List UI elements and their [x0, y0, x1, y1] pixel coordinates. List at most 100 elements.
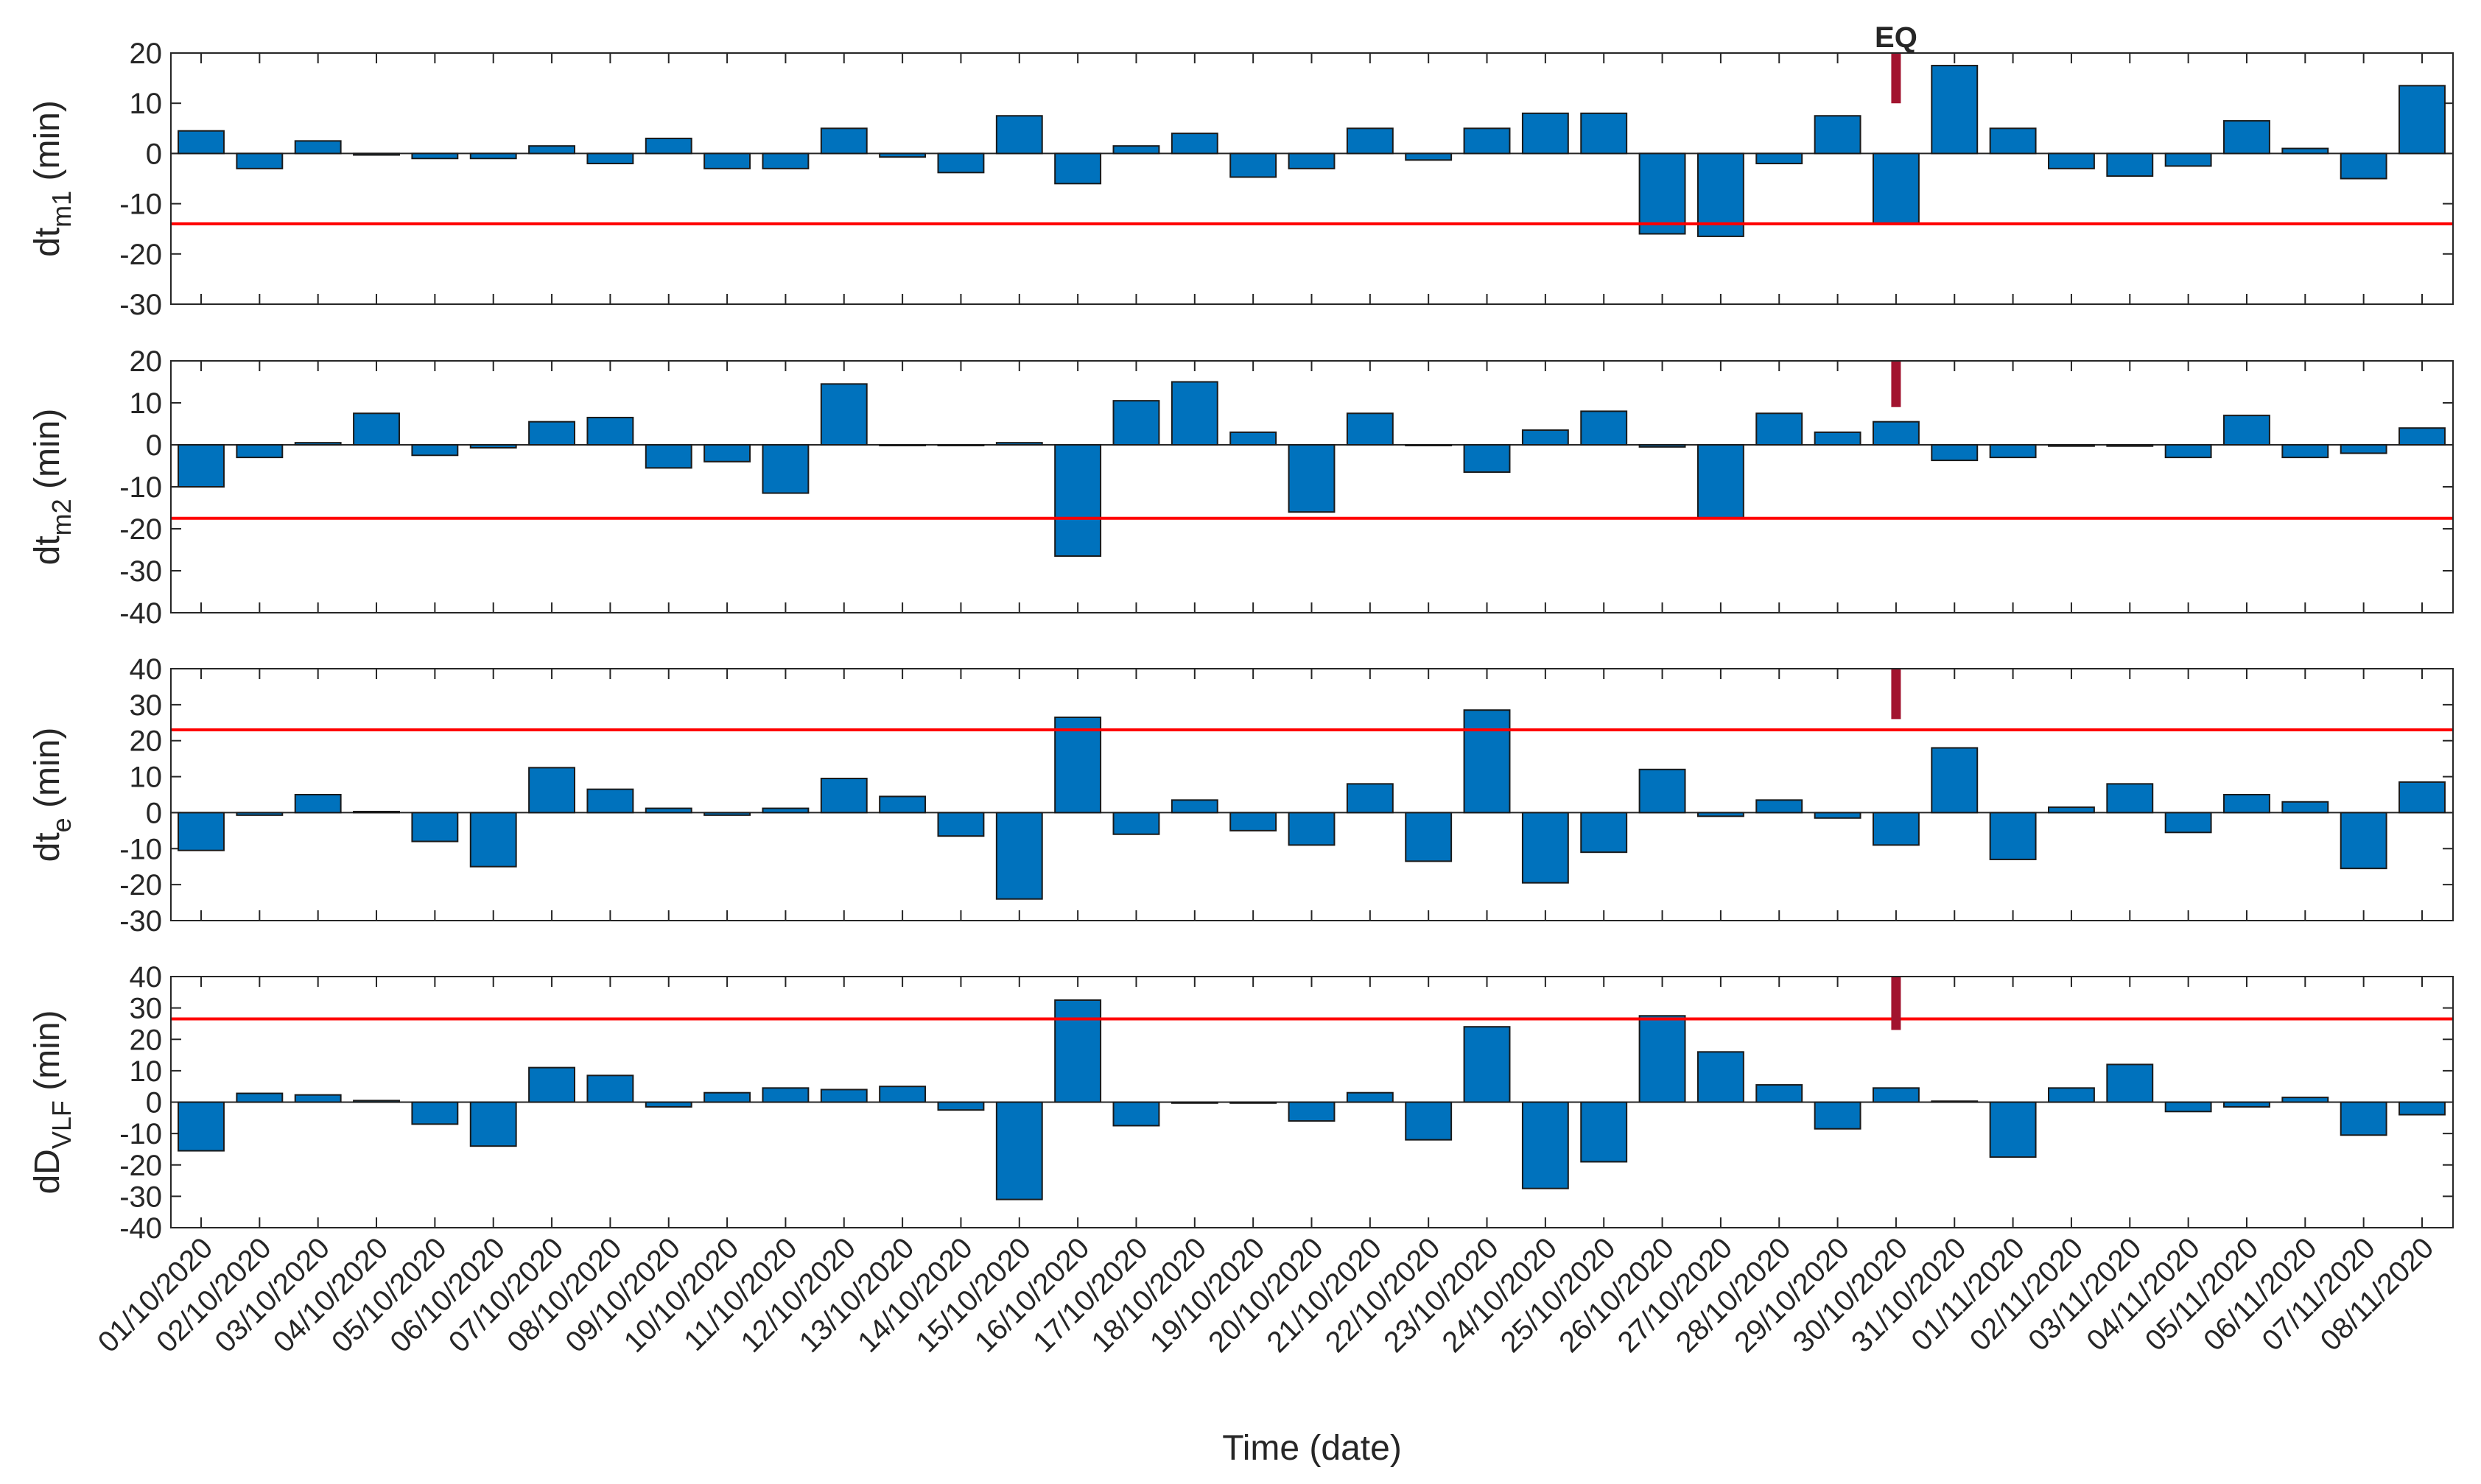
bar-1-39 [2398, 85, 2446, 155]
bar-2-31 [1931, 444, 1979, 462]
axes-box [170, 668, 2454, 921]
y-tick-label: 10 [130, 88, 163, 120]
bar-1-24 [1521, 112, 1569, 155]
bar-2-28 [1755, 412, 1803, 446]
axes-box [170, 52, 2454, 305]
bar-2-18 [1171, 381, 1218, 446]
bar-3-32 [1989, 812, 2037, 860]
bar-4-3 [294, 1094, 342, 1103]
y-tick-label: -20 [119, 239, 162, 271]
bar-3-26 [1638, 768, 1686, 814]
bar-1-17 [1112, 145, 1160, 155]
bar-3-24 [1521, 812, 1569, 884]
bar-1-7 [528, 145, 575, 155]
bar-4-13 [879, 1086, 927, 1103]
bar-1-30 [1872, 152, 1920, 225]
bar-1-22 [1405, 152, 1453, 161]
bar-3-12 [820, 778, 868, 814]
bar-3-39 [2398, 781, 2446, 814]
bar-3-37 [2281, 801, 2329, 814]
bar-2-1 [178, 444, 225, 488]
y-tick-label: -20 [119, 869, 162, 901]
bar-4-38 [2340, 1101, 2387, 1136]
bar-4-34 [2106, 1063, 2154, 1103]
bar-2-33 [2048, 444, 2095, 447]
bar-1-6 [469, 152, 517, 160]
bar-1-31 [1931, 65, 1979, 155]
bar-2-26 [1638, 444, 1686, 448]
bar-1-34 [2106, 152, 2154, 177]
bar-3-38 [2340, 812, 2387, 870]
bar-3-9 [645, 807, 692, 814]
bar-1-33 [2048, 152, 2095, 169]
bar-2-38 [2340, 444, 2387, 454]
bar-1-29 [1814, 115, 1861, 155]
bar-4-6 [469, 1101, 517, 1147]
bar-2-2 [236, 444, 284, 459]
bar-2-22 [1405, 444, 1453, 446]
y-tick-label: 30 [130, 993, 163, 1025]
bar-4-9 [645, 1101, 692, 1108]
bar-4-29 [1814, 1101, 1861, 1130]
bar-2-3 [294, 442, 342, 446]
y-tick-label: 0 [146, 429, 162, 462]
y-tick-label: -30 [119, 905, 162, 938]
y-tick-label: 0 [146, 797, 162, 829]
bar-2-14 [937, 444, 985, 446]
y-tick-label: 20 [130, 38, 163, 70]
bar-1-9 [645, 137, 692, 155]
bar-2-11 [762, 444, 810, 494]
bar-2-29 [1814, 431, 1861, 446]
bar-4-32 [1989, 1101, 2037, 1158]
bar-2-23 [1463, 444, 1511, 474]
bar-4-5 [411, 1101, 459, 1125]
bar-2-15 [995, 442, 1043, 446]
y-axis-label: dDVLF (min) [28, 1010, 77, 1194]
y-tick-label: 20 [130, 725, 163, 758]
y-tick-label: -30 [119, 1181, 162, 1213]
bar-1-37 [2281, 147, 2329, 155]
bar-2-25 [1580, 410, 1628, 446]
bar-1-12 [820, 127, 868, 155]
bar-3-35 [2164, 812, 2212, 834]
bar-3-18 [1171, 799, 1218, 814]
bar-2-17 [1112, 400, 1160, 446]
y-tick-label: 40 [130, 653, 163, 686]
bar-2-24 [1521, 429, 1569, 446]
bar-4-39 [2398, 1101, 2446, 1116]
bar-4-2 [236, 1092, 284, 1103]
bar-2-16 [1054, 444, 1102, 558]
y-tick-label: 30 [130, 689, 163, 722]
y-tick-label: 10 [130, 387, 163, 420]
bar-3-6 [469, 812, 517, 868]
bar-3-30 [1872, 812, 1920, 846]
bar-3-27 [1696, 812, 1744, 817]
bar-4-22 [1405, 1101, 1453, 1141]
bar-4-14 [937, 1101, 985, 1111]
bar-3-31 [1931, 747, 1979, 814]
bar-1-2 [236, 152, 284, 169]
bar-4-12 [820, 1089, 868, 1103]
bar-3-3 [294, 794, 342, 814]
y-axis-label: dtm1 (min) [28, 100, 77, 257]
y-tick-label: 10 [130, 762, 163, 794]
bar-2-30 [1872, 421, 1920, 446]
bar-3-22 [1405, 812, 1453, 862]
y-tick-label: -30 [119, 289, 162, 321]
y-tick-label: -20 [119, 513, 162, 546]
bar-2-7 [528, 421, 575, 446]
bar-1-5 [411, 152, 459, 160]
y-tick-label: -10 [119, 471, 162, 504]
bar-1-13 [879, 152, 927, 158]
bar-4-10 [703, 1091, 751, 1103]
bar-1-36 [2223, 120, 2270, 155]
bar-4-16 [1054, 999, 1102, 1103]
y-axis-label: dtm2 (min) [28, 409, 77, 566]
bar-1-11 [762, 152, 810, 169]
bar-4-36 [2223, 1101, 2270, 1108]
bar-1-32 [1989, 127, 2037, 155]
bar-2-34 [2106, 444, 2154, 447]
bar-3-33 [2048, 806, 2095, 814]
